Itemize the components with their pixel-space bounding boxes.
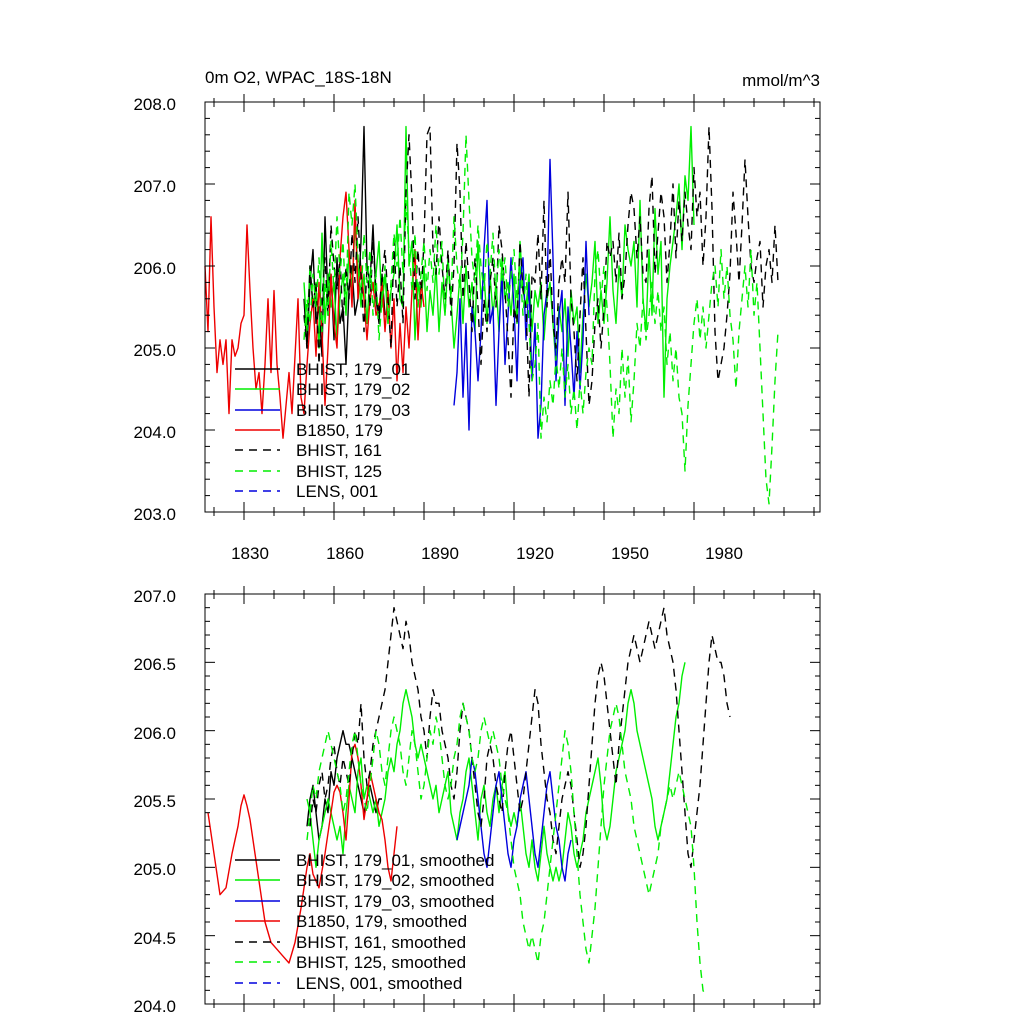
top-axis-ticks	[205, 94, 820, 520]
bottom-y-tick-label: 206.5	[133, 655, 176, 674]
legend-label: BHIST, 125, smoothed	[296, 953, 466, 972]
top-x-tick-label: 1860	[326, 544, 364, 563]
top-y-tick-label: 205.0	[133, 341, 176, 360]
top-y-tick-label: 204.0	[133, 423, 176, 442]
legend-label: LENS, 001, smoothed	[296, 974, 462, 993]
top-x-tick-label: 1890	[421, 544, 459, 563]
bottom-y-tick-label: 204.5	[133, 929, 176, 948]
top-y-tick-label: 203.0	[133, 505, 176, 524]
top-x-tick-label: 1950	[611, 544, 649, 563]
bottom-legend: BHIST, 179_01, smoothed BHIST, 179_02, s…	[235, 851, 494, 993]
bottom-plot-area: 207.0 206.5 206.0 205.5 205.0 204.5 204.…	[133, 586, 821, 1016]
top-series-bhist-161	[303, 125, 779, 407]
bottom-series-lines	[207, 607, 731, 998]
top-series-bhist-179-03	[453, 158, 590, 439]
bottom-y-tick-label: 206.0	[133, 724, 176, 743]
top-y-tick-labels: 208.0 207.0 206.0 205.0 204.0 203.0	[133, 95, 176, 524]
top-y-tick-label: 206.0	[133, 259, 176, 278]
legend-label: BHIST, 179_03	[296, 401, 410, 420]
top-series-bhist-125	[303, 134, 779, 505]
bottom-y-tick-label: 205.5	[133, 792, 176, 811]
top-plot-frame	[204, 101, 821, 513]
bottom-series-b1850-179-smoothed	[207, 743, 398, 964]
top-y-tick-label: 208.0	[133, 95, 176, 114]
bottom-y-tick-label: 205.0	[133, 860, 176, 879]
legend-label: BHIST, 179_02	[296, 380, 410, 399]
bottom-axis-ticks	[205, 586, 820, 1012]
bottom-y-tick-labels: 207.0 206.5 206.0 205.5 205.0 204.5 204.…	[133, 587, 176, 1016]
legend-label: BHIST, 179_03, smoothed	[296, 892, 494, 911]
legend-label: BHIST, 161	[296, 441, 382, 460]
legend-label: BHIST, 161, smoothed	[296, 933, 466, 952]
top-x-tick-label: 1830	[231, 544, 269, 563]
bottom-y-tick-label: 207.0	[133, 587, 176, 606]
legend-label: BHIST, 179_01	[296, 360, 410, 379]
top-x-tick-labels: 1830 1860 1890 1920 1950 1980	[231, 544, 743, 563]
top-y-tick-label: 207.0	[133, 177, 176, 196]
legend-label: BHIST, 125	[296, 462, 382, 481]
bottom-series-bhist-161-smoothed	[309, 607, 731, 868]
top-chart-title: 0m O2, WPAC_18S-18N	[205, 68, 392, 87]
top-legend: BHIST, 179_01 BHIST, 179_02 BHIST, 179_0…	[235, 360, 410, 501]
top-x-tick-label: 1920	[516, 544, 554, 563]
legend-label: B1850, 179	[296, 421, 383, 440]
legend-label: B1850, 179, smoothed	[296, 912, 467, 931]
legend-label: BHIST, 179_01, smoothed	[296, 851, 494, 870]
top-plot-area: 208.0 207.0 206.0 205.0 204.0 203.0 1830…	[133, 94, 821, 563]
bottom-series-bhist-125-smoothed	[306, 702, 707, 998]
legend-label: BHIST, 179_02, smoothed	[296, 871, 494, 890]
top-series-lines	[204, 125, 779, 505]
top-x-tick-label: 1980	[705, 544, 743, 563]
legend-label: LENS, 001	[296, 482, 378, 501]
bottom-series-bhist-179-03-smoothed	[456, 757, 572, 882]
top-chart-units: mmol/m^3	[742, 71, 820, 90]
bottom-y-tick-label: 204.0	[133, 997, 176, 1016]
